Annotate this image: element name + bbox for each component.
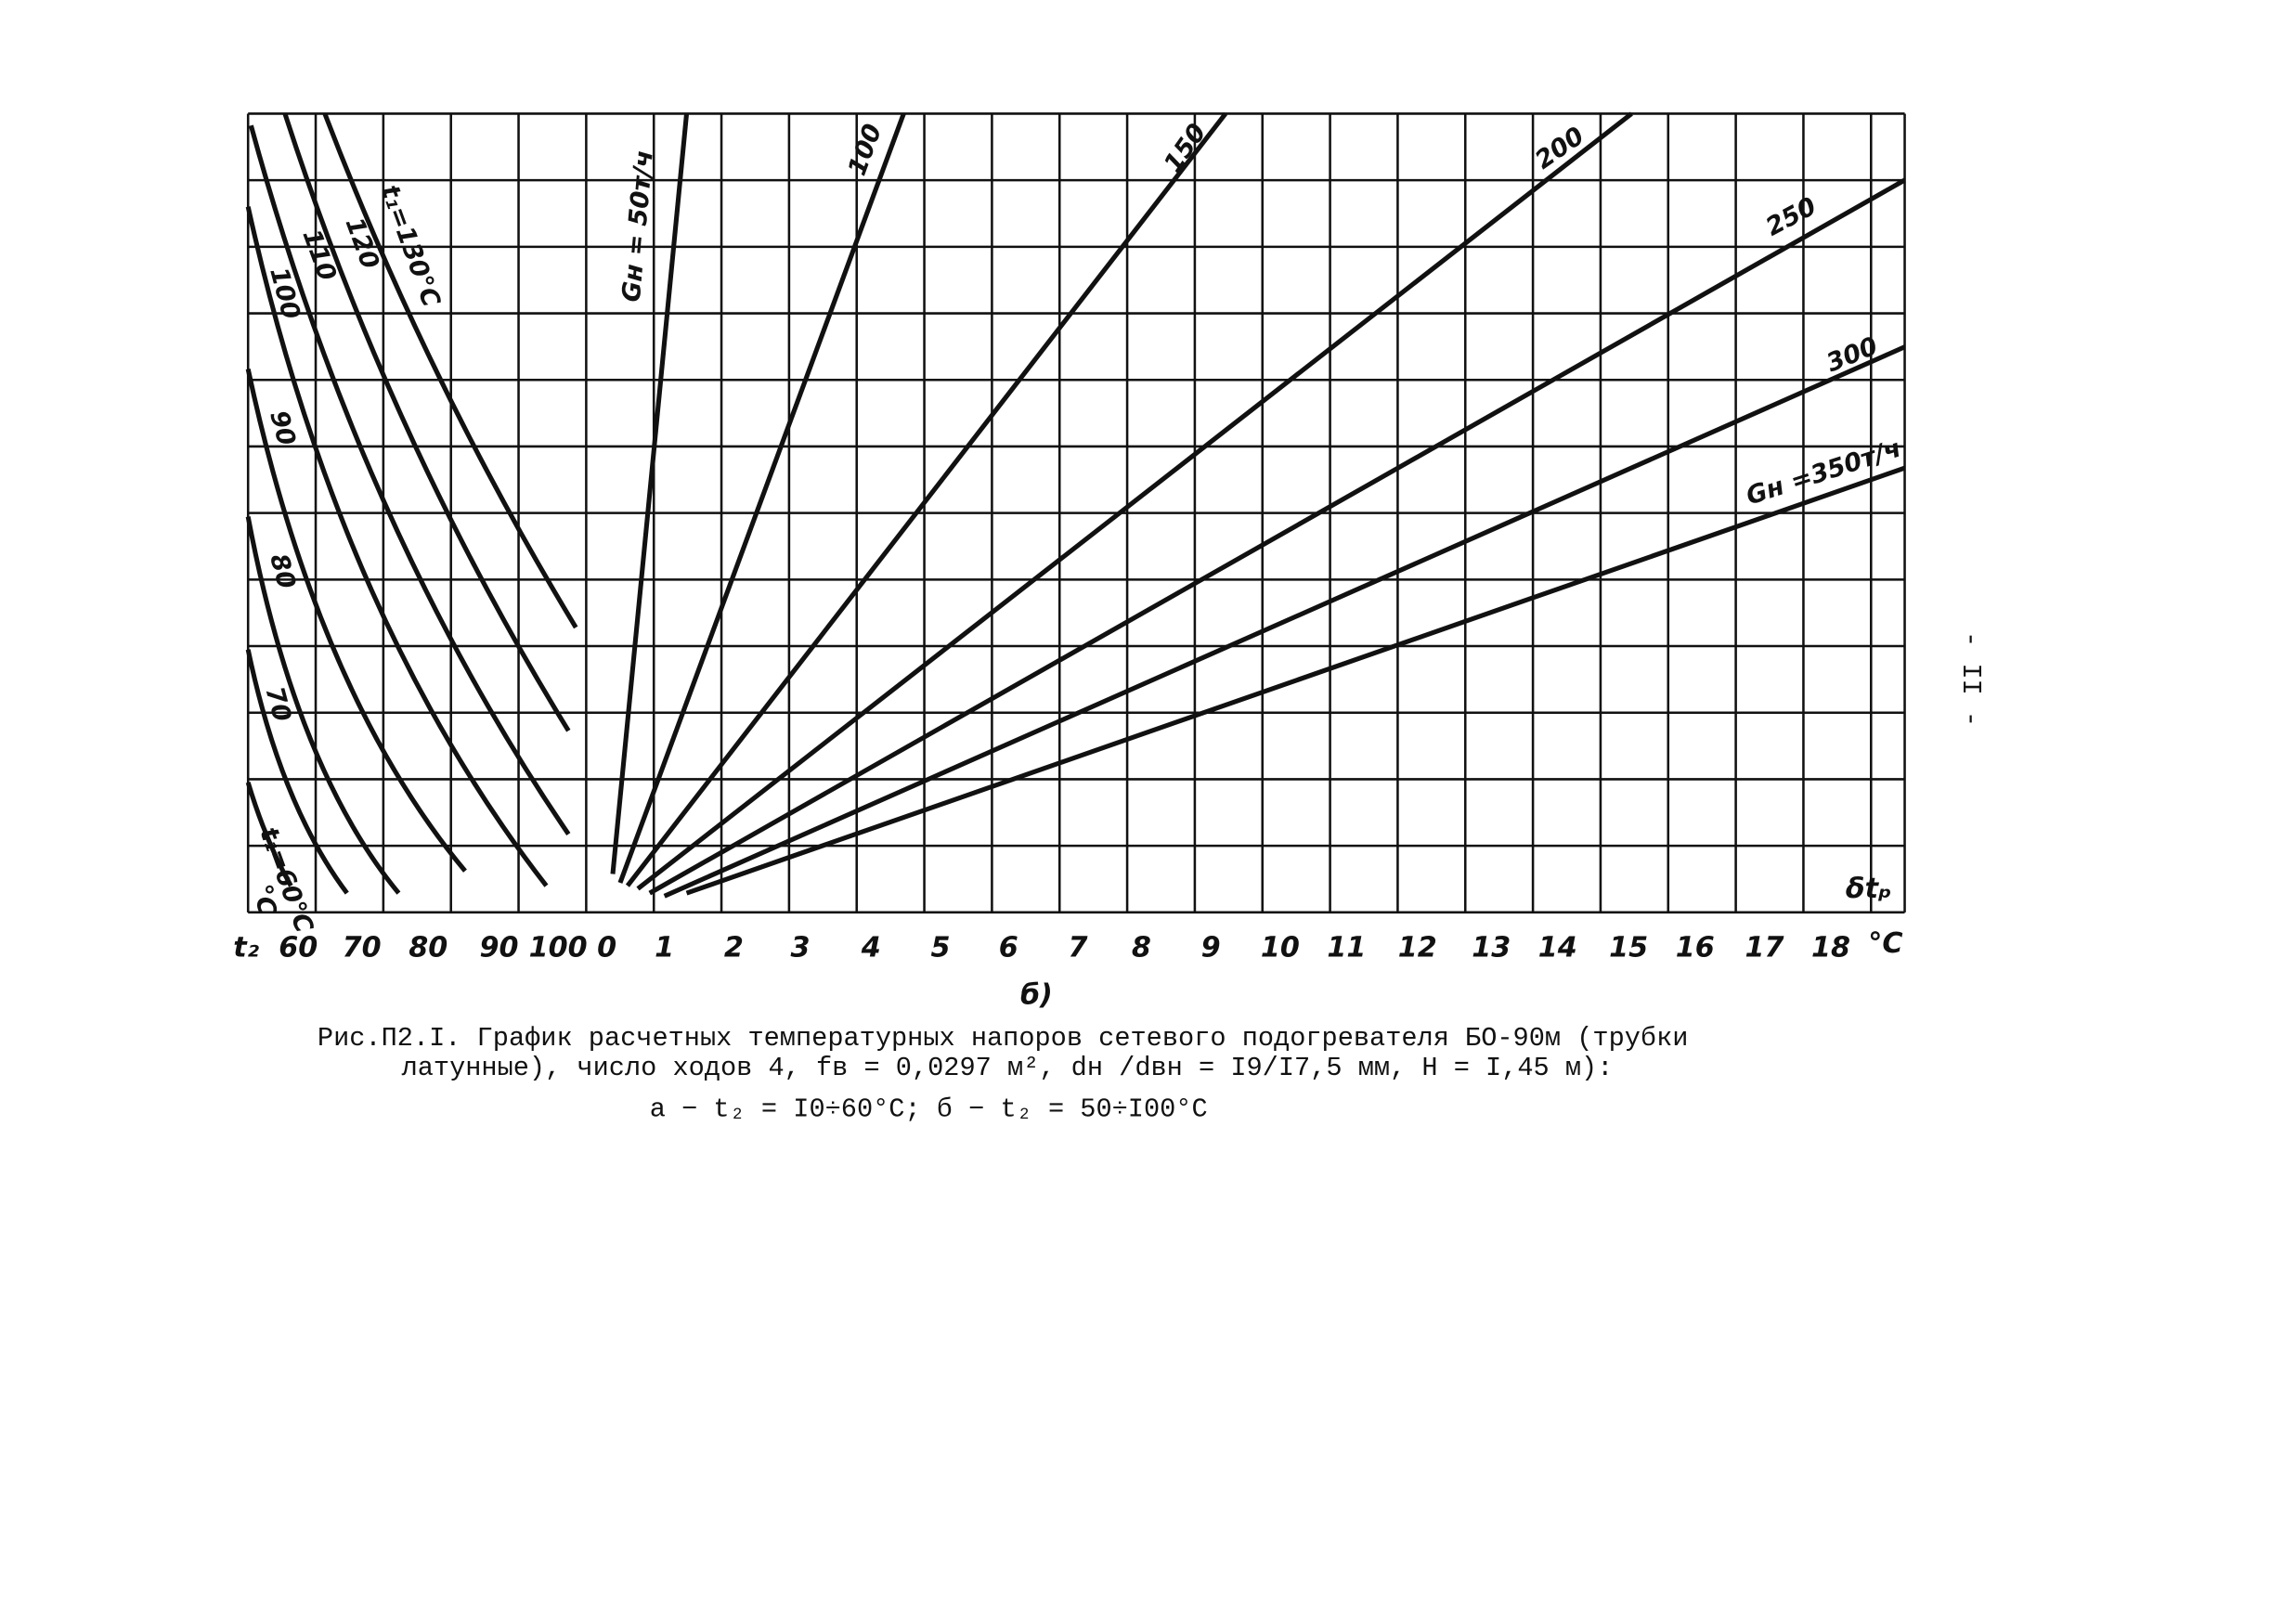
- t1-curve: [245, 369, 467, 873]
- right-tick-label: 14: [1538, 932, 1577, 964]
- panel-label: б): [1020, 978, 1053, 1011]
- right-tick-label: 7: [1068, 932, 1087, 964]
- t1-curve-label: t₁=60°C: [253, 823, 318, 937]
- flow-line: [636, 111, 1633, 891]
- caption-line: а − t₂ = I0÷60°C; б − t₂ = 50÷I00°C: [650, 1094, 1208, 1124]
- right-tick-label: 0: [597, 932, 616, 964]
- flow-line: [625, 111, 1228, 887]
- t1-curve: [245, 782, 293, 887]
- corner-unit: °C: [248, 882, 281, 917]
- left-tick-label: 90: [480, 932, 519, 964]
- left-tick-label: 70: [343, 932, 382, 964]
- right-tick-label: 2: [724, 932, 744, 964]
- flow-line: [685, 465, 1906, 896]
- flow-line: [610, 113, 690, 874]
- left-tick-label: 100: [529, 932, 588, 964]
- right-tick-label: 18: [1811, 932, 1850, 964]
- page-number: - II -: [1955, 631, 1986, 727]
- flow-line-label: 150: [1159, 119, 1213, 178]
- flow-line: [663, 344, 1906, 899]
- axis-unit: °C: [1868, 927, 1902, 960]
- t1-curve: [245, 206, 549, 887]
- right-tick-label: 16: [1676, 932, 1715, 964]
- right-tick-label: 3: [790, 932, 810, 964]
- left-tick-label: 80: [409, 932, 448, 964]
- t1-curve-label: 80: [264, 550, 301, 591]
- right-tick-label: 6: [999, 932, 1018, 964]
- right-tick-label: 8: [1132, 932, 1151, 964]
- caption-line: латунные), число ходов 4, fв = 0,0297 м²…: [402, 1053, 1614, 1083]
- delta-label: δtₚ: [1846, 873, 1892, 905]
- caption-line: Рис.П2.I. График расчетных температурных…: [318, 1023, 1689, 1054]
- flow-line: [648, 177, 1906, 896]
- right-tick-label: 12: [1398, 932, 1437, 964]
- left-axis-label: t₂: [233, 932, 259, 964]
- right-tick-label: 11: [1327, 932, 1366, 964]
- t1-curve-label: 90: [264, 408, 301, 448]
- right-tick-label: 4: [861, 932, 881, 964]
- t1-curve: [245, 516, 401, 895]
- t1-curve: [322, 112, 578, 629]
- left-tick-label: 60: [279, 932, 318, 964]
- right-tick-label: 9: [1201, 932, 1221, 964]
- right-tick-label: 5: [931, 932, 951, 964]
- t1-curve: [248, 124, 571, 835]
- right-tick-label: 13: [1472, 932, 1511, 964]
- right-tick-label: 1: [655, 932, 674, 964]
- flow-line: [617, 112, 906, 884]
- t1-curve: [245, 649, 349, 895]
- right-tick-label: 15: [1609, 932, 1648, 964]
- t1-curve: [282, 112, 571, 732]
- right-tick-label: 17: [1745, 932, 1784, 964]
- right-tick-label: 10: [1261, 932, 1300, 964]
